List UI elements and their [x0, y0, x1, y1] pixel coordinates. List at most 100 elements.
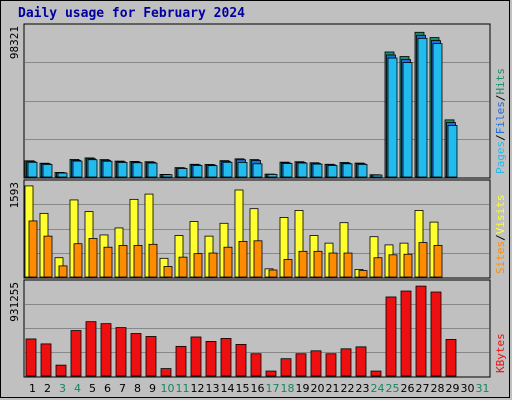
day-label: 4 [74, 382, 81, 395]
day-label: 26 [401, 382, 415, 395]
day-label: 6 [104, 382, 111, 395]
day-label: 29 [446, 382, 460, 395]
sites-bar [388, 254, 398, 278]
kbytes-bar [175, 345, 187, 377]
day-label: 27 [416, 382, 430, 395]
day-label: 11 [176, 382, 190, 395]
pages-bar [42, 164, 53, 178]
pages-bar [102, 160, 113, 178]
sites-bar [238, 240, 248, 278]
kbytes-bar [355, 346, 367, 377]
pages-bar [447, 125, 458, 178]
legend-hits-files: Files [494, 101, 507, 134]
kbytes-bar [265, 370, 277, 377]
legend-visits: Sites/Visits [494, 195, 507, 275]
kbytes-bar [400, 290, 412, 377]
sites-bar [373, 257, 383, 278]
sites-bar [328, 252, 338, 278]
kbytes-bar [55, 364, 67, 377]
pages-bar [387, 57, 398, 178]
pages-bar [342, 163, 353, 178]
kbytes-bar [295, 353, 307, 377]
day-label: 5 [89, 382, 96, 395]
sites-bar [118, 245, 128, 278]
kbytes-bar [250, 353, 262, 377]
legend-kbytes: KBytes [494, 333, 507, 373]
sites-bar [418, 242, 428, 278]
legend-visits-sites: Sites [494, 241, 507, 274]
legend-visits-visits: Visits [494, 195, 507, 235]
legend-separator: / [494, 95, 507, 102]
pages-bar [402, 62, 413, 178]
sites-bar [163, 266, 173, 278]
sites-bar [283, 259, 293, 278]
pages-bar [312, 163, 323, 178]
pages-bar [192, 165, 203, 178]
pages-bar [297, 162, 308, 178]
day-label: 9 [149, 382, 156, 395]
sites-bar [148, 243, 158, 278]
kbytes-bar [235, 343, 247, 377]
panel-border-3 [23, 279, 491, 378]
kbytes-bar [100, 323, 112, 377]
pages-bar [372, 174, 383, 178]
day-label: 15 [236, 382, 250, 395]
sites-bar [28, 220, 38, 278]
day-label: 3 [59, 382, 66, 395]
day-label: 19 [296, 382, 310, 395]
day-label: 21 [326, 382, 340, 395]
legend-kbytes-kbytes: KBytes [494, 333, 507, 373]
day-label: 16 [251, 382, 265, 395]
kbytes-bar [280, 358, 292, 377]
legend-separator: / [494, 134, 507, 141]
kbytes-bar [115, 327, 127, 377]
sites-bar [313, 250, 323, 278]
kbytes-bar [25, 338, 37, 377]
kbytes-bar [415, 285, 427, 377]
sites-bar [403, 253, 413, 278]
pages-bar [117, 162, 128, 178]
sites-bar [73, 243, 83, 278]
legend-separator: / [494, 234, 507, 241]
day-label: 8 [134, 382, 141, 395]
sites-bar [88, 238, 98, 278]
sites-bar [223, 246, 233, 278]
panel-border-2 [23, 179, 491, 279]
kbytes-bar [190, 336, 202, 377]
chart-title: Daily usage for February 2024 [18, 6, 245, 21]
y-max-label-2: 1593 [8, 182, 21, 209]
sites-bar [208, 252, 218, 278]
sites-bar [358, 270, 368, 278]
kbytes-bar [205, 341, 217, 377]
pages-bar [72, 160, 83, 178]
kbytes-bar [85, 321, 97, 377]
pages-bar [327, 165, 338, 178]
sites-bar [133, 245, 143, 278]
day-label: 10 [161, 382, 175, 395]
sites-bar [58, 265, 68, 278]
day-label: 14 [221, 382, 235, 395]
day-label: 23 [356, 382, 370, 395]
sites-bar [178, 256, 188, 278]
pages-bar [147, 162, 158, 178]
pages-bar [177, 168, 188, 178]
day-label: 20 [311, 382, 325, 395]
day-label: 13 [206, 382, 220, 395]
pages-bar [207, 165, 218, 178]
day-label: 28 [431, 382, 445, 395]
kbytes-bar [325, 353, 337, 377]
day-label: 7 [119, 382, 126, 395]
pages-bar [57, 172, 68, 178]
pages-bar [132, 162, 143, 178]
sites-bar [298, 250, 308, 278]
kbytes-bar [370, 370, 382, 377]
pages-bar [357, 164, 368, 178]
pages-bar [282, 163, 293, 178]
sites-bar [103, 246, 113, 278]
kbytes-bar [70, 330, 82, 377]
pages-bar [252, 163, 263, 178]
day-label: 2 [44, 382, 51, 395]
sites-bar [343, 252, 353, 278]
y-max-label-1: 98321 [8, 26, 21, 59]
